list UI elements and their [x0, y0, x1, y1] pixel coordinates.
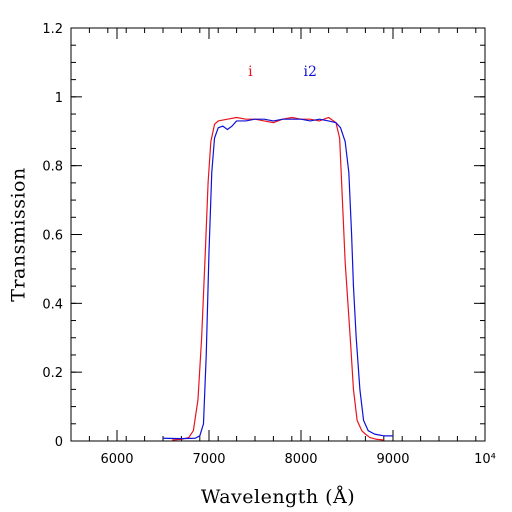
y-tick-label: 0.4 [42, 297, 63, 312]
series-lines [162, 116, 393, 441]
series-line-i2 [162, 118, 393, 440]
y-axis-title: Transmission [8, 167, 30, 301]
series-labels: i i2 [248, 64, 317, 80]
plot-frame [70, 27, 486, 442]
x-tick-label: 6000 [100, 452, 133, 467]
series-label-i: i [248, 64, 253, 80]
x-tick-label: 10⁴ [474, 452, 496, 467]
y-tick-label: 0.6 [42, 229, 63, 244]
x-tick-label: 7000 [192, 452, 225, 467]
axis-ticks [70, 27, 486, 442]
series-line-i [172, 116, 384, 441]
y-tick-label: 0.8 [42, 160, 63, 175]
y-tick-label: 1 [55, 91, 63, 106]
series-label-i2: i2 [304, 64, 317, 80]
x-axis-title: Wavelength (Å) [201, 486, 355, 508]
tick-labels: 6000 7000 8000 9000 10⁴ 0 0.2 0.4 0.6 0.8 1 1.2 [42, 22, 496, 467]
y-tick-label: 1.2 [42, 22, 63, 37]
x-tick-label: 8000 [284, 452, 317, 467]
y-tick-label: 0 [55, 435, 63, 450]
y-tick-label: 0.2 [42, 366, 63, 381]
x-tick-label: 9000 [376, 452, 409, 467]
